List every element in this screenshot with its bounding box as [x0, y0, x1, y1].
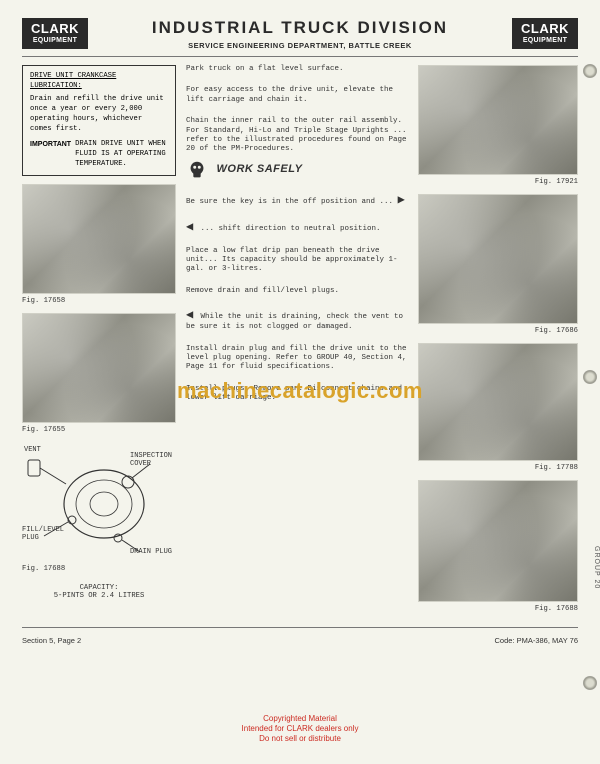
paragraph: Remove drain and fill/level plugs.	[186, 287, 408, 296]
capacity-label: CAPACITY: 5-PINTS OR 2.4 LITRES	[22, 584, 176, 600]
logo-brand: CLARK	[25, 22, 85, 35]
footer-rule	[22, 627, 578, 628]
paragraph: ◀ While the unit is draining, check the …	[186, 308, 408, 332]
logo-left: CLARK EQUIPMENT	[22, 18, 88, 49]
footer-right: Code: PMA-386, MAY 76	[494, 636, 578, 645]
fig-caption: Fig. 17688	[22, 565, 176, 573]
box-body: Drain and refill the drive unit once a y…	[30, 95, 164, 132]
page-subtitle: SERVICE ENGINEERING DEPARTMENT, BATTLE C…	[94, 41, 506, 50]
paragraph-text: ... shift direction to neutral position.	[200, 225, 380, 233]
photo-dashboard	[22, 313, 176, 423]
fig-caption: Fig. 17658	[22, 297, 176, 305]
diagram-label-inspection: INSPECTION COVER	[130, 452, 176, 468]
paragraph-text: Be sure the key is in the off position a…	[186, 198, 393, 206]
photo-hand-key	[22, 184, 176, 294]
box-title: DRIVE UNIT CRANKCASE LUBRICATION:	[30, 72, 168, 91]
header-center: INDUSTRIAL TRUCK DIVISION SERVICE ENGINE…	[88, 18, 512, 50]
left-column: DRIVE UNIT CRANKCASE LUBRICATION: Drain …	[22, 65, 176, 621]
logo-right: CLARK EQUIPMENT	[512, 18, 578, 49]
fig-caption: Fig. 17921	[418, 178, 578, 186]
arrow-left-icon: ◀	[186, 220, 200, 234]
photo-chains	[418, 194, 578, 324]
content: DRIVE UNIT CRANKCASE LUBRICATION: Drain …	[22, 65, 578, 621]
punch-hole	[583, 676, 597, 690]
paragraph: Chain the inner rail to the outer rail a…	[186, 117, 408, 181]
page: CLARK EQUIPMENT INDUSTRIAL TRUCK DIVISIO…	[0, 0, 600, 764]
photo-forklift	[418, 65, 578, 175]
logo-sub: EQUIPMENT	[25, 37, 85, 45]
arrow-left-icon: ◀	[186, 308, 200, 322]
paragraph: For easy access to the drive unit, eleva…	[186, 86, 408, 105]
work-safely-row: WORK SAFELY	[186, 159, 408, 181]
fig-caption: Fig. 17655	[22, 426, 176, 434]
paragraph-text: Chain the inner rail to the outer rail a…	[186, 117, 407, 153]
copyright-line: Copyrighted Material	[242, 714, 359, 724]
photo-steering	[418, 343, 578, 461]
middle-column: Park truck on a flat level surface. For …	[182, 65, 412, 621]
diagram-label-drain: DRAIN PLUG	[130, 548, 172, 556]
photo-underside	[418, 480, 578, 602]
paragraph: Install drain plug and fill the drive un…	[186, 345, 408, 373]
drive-unit-diagram: VENT INSPECTION COVER FILL/LEVEL PLUG DR…	[22, 442, 176, 562]
copyright-line: Do not sell or distribute	[242, 734, 359, 744]
fig-caption: Fig. 17688	[418, 605, 578, 613]
fig-caption: Fig. 17788	[418, 464, 578, 472]
punch-hole	[583, 64, 597, 78]
diagram-label-fill: FILL/LEVEL PLUG	[22, 526, 66, 542]
header-rule	[22, 56, 578, 57]
paragraph: Place a low flat drip pan beneath the dr…	[186, 247, 408, 275]
fig-caption: Fig. 17686	[418, 327, 578, 335]
important-label: IMPORTANT	[30, 140, 71, 169]
skull-icon	[186, 159, 208, 181]
paragraph: Install plugs. Remove pan. Disconnect ch…	[186, 385, 408, 404]
important-row: IMPORTANT DRAIN DRIVE UNIT WHEN FLUID IS…	[30, 140, 168, 169]
page-title: INDUSTRIAL TRUCK DIVISION	[94, 18, 506, 38]
diagram-label-vent: VENT	[24, 446, 41, 454]
header: CLARK EQUIPMENT INDUSTRIAL TRUCK DIVISIO…	[22, 18, 578, 50]
logo-brand: CLARK	[515, 22, 575, 35]
arrow-right-icon: ▶	[398, 193, 405, 207]
side-tab: GROUP 20	[593, 546, 600, 589]
logo-sub: EQUIPMENT	[515, 37, 575, 45]
important-text: DRAIN DRIVE UNIT WHEN FLUID IS AT OPERAT…	[75, 140, 168, 169]
footer: Section 5, Page 2 Code: PMA-386, MAY 76	[22, 636, 578, 645]
copyright-notice: Copyrighted Material Intended for CLARK …	[242, 714, 359, 744]
copyright-line: Intended for CLARK dealers only	[242, 724, 359, 734]
paragraph: Park truck on a flat level surface.	[186, 65, 408, 74]
paragraph: ◀ ... shift direction to neutral positio…	[186, 220, 408, 235]
work-safely-label: WORK SAFELY	[217, 163, 303, 177]
lubrication-box: DRIVE UNIT CRANKCASE LUBRICATION: Drain …	[22, 65, 176, 176]
right-column: Fig. 17921 Fig. 17686 Fig. 17788 Fig. 17…	[418, 65, 578, 621]
footer-left: Section 5, Page 2	[22, 636, 81, 645]
paragraph-text: While the unit is draining, check the ve…	[186, 313, 403, 331]
paragraph: Be sure the key is in the off position a…	[186, 193, 408, 208]
punch-hole	[583, 370, 597, 384]
